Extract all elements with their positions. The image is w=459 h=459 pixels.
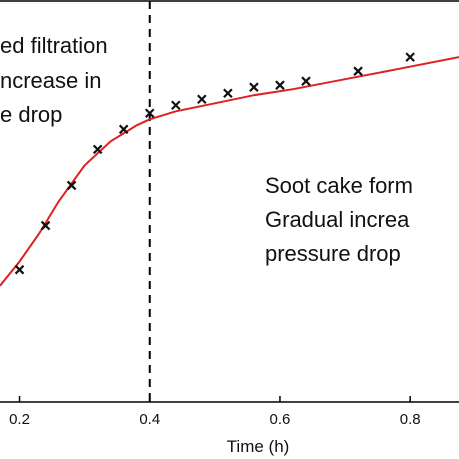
measured-points (14, 52, 415, 275)
annotation-right-line-3: pressure drop (265, 241, 401, 266)
annotation-right-line-1: Soot cake form (265, 173, 413, 198)
measured-point (14, 264, 25, 275)
annotation-right-line-2: Gradual increa (265, 207, 410, 232)
x-tick-label-2: 0.6 (270, 411, 291, 428)
annotation-left-line-3: e drop (0, 102, 62, 127)
measured-point (92, 144, 103, 155)
x-tick-label-0: 0.2 (9, 411, 30, 428)
x-ticks: 0.2 0.4 0.6 0.8 (9, 396, 421, 428)
annotation-right: Soot cake form Gradual increa pressure d… (265, 173, 413, 266)
measured-point (405, 52, 415, 62)
annotation-left: ed filtration ncrease in e drop (0, 33, 108, 127)
measured-point (353, 66, 363, 76)
x-tick-label-1: 0.4 (139, 411, 160, 428)
measured-point (197, 94, 207, 105)
annotation-left-line-1: ed filtration (0, 33, 108, 58)
x-tick-label-3: 0.8 (400, 411, 421, 428)
measured-point (275, 80, 285, 90)
measured-point (40, 220, 51, 231)
measured-point (171, 100, 181, 111)
measured-point (118, 124, 129, 135)
annotation-left-line-2: ncrease in (0, 68, 102, 93)
measured-point (223, 88, 233, 99)
plot-frame (0, 0, 459, 403)
measured-point (249, 82, 259, 92)
model-line (0, 56, 459, 287)
measured-point (66, 180, 77, 191)
x-axis-label: Time (h) (227, 437, 290, 456)
measured-point (144, 108, 155, 119)
measured-point (301, 76, 311, 86)
